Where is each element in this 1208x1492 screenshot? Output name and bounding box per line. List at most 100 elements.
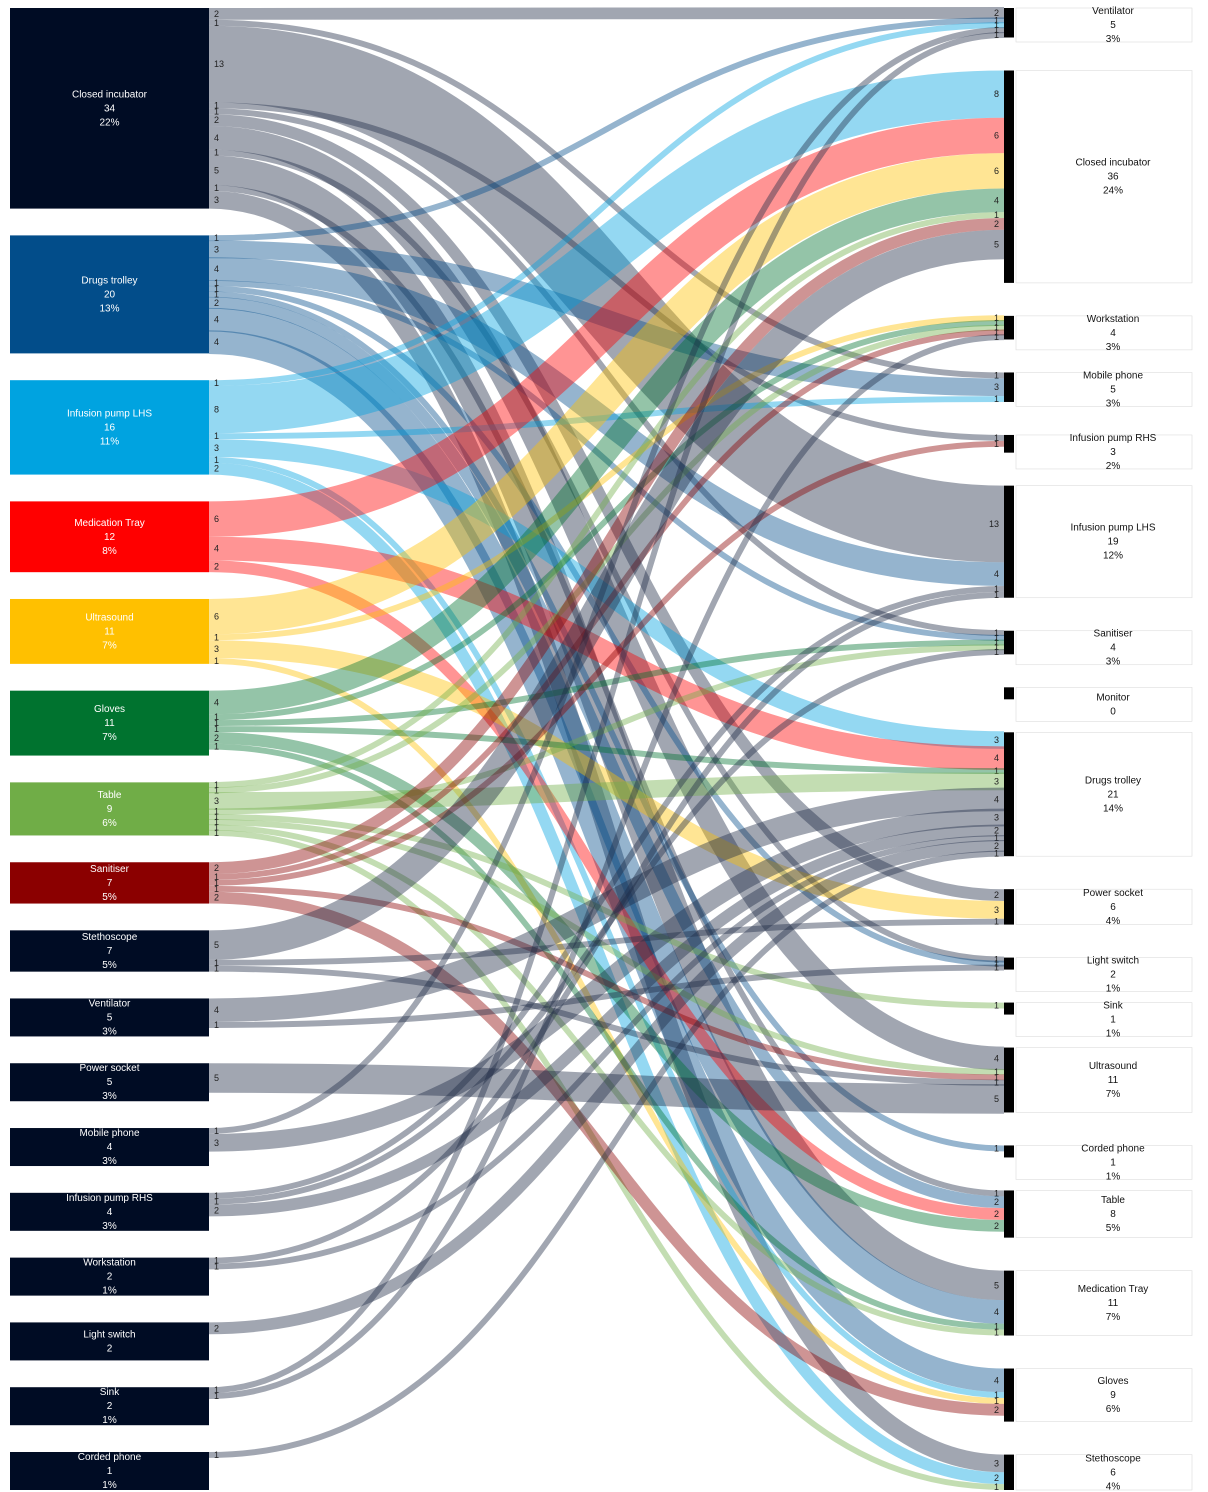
source-node-box [10,998,209,1037]
link-value-source-label: 3 [214,195,219,205]
link-value-target-label: 4 [994,569,999,579]
target-node-percent: 3% [1106,342,1121,353]
source-node-name: Closed incubator [72,89,148,100]
flow-link [208,918,1005,966]
link-value-target-label: 1 [994,318,999,328]
link-value-target-label: 2 [994,1405,999,1415]
link-value-target-label: 3 [994,1458,999,1468]
source-node-count: 4 [107,1207,113,1218]
flow-link [208,731,1005,1232]
target-node-bar [1004,1270,1014,1336]
target-node-label-box [1015,888,1193,925]
source-node-count: 1 [107,1466,113,1477]
target-node-bar [1004,630,1014,655]
link-value-target-label: 2 [994,1197,999,1207]
flow-link [208,153,1005,635]
target-node-bar [1004,70,1014,283]
target-node-bar [1004,732,1014,857]
link-value-target-label: 1 [994,959,999,969]
link-value-target-label: 1 [994,963,999,973]
target-node-count: 19 [1107,537,1119,548]
link-value-target-label: 1 [994,638,999,648]
link-value-source-label: 13 [214,59,224,69]
target-node-bar [1004,687,1014,700]
target-node-label-box [1015,732,1193,857]
source-node: Power socket 5 3% [10,1063,209,1102]
target-node-bar [1004,372,1014,402]
source-node-name: Workstation [83,1258,136,1269]
source-node-box [10,1322,209,1361]
source-node-name: Stethoscope [82,932,138,943]
source-node-count: 9 [107,804,113,815]
target-node: Drugs trolley 21 14% [1004,732,1193,857]
link-value-source-label: 1 [214,884,219,894]
target-node-percent: 14% [1103,803,1123,814]
link-value-source-label: 1 [214,1020,219,1030]
link-value-source-label: 1 [214,278,219,288]
link-value-source-label: 4 [214,264,219,274]
link-value-target-label: 1 [994,1328,999,1338]
target-node: Corded phone 1 1% [1004,1143,1193,1182]
link-value-source-label: 1 [214,785,219,795]
link-value-source-label: 2 [214,733,219,743]
link-value-target-label: 1 [994,1078,999,1088]
flow-link [208,439,1005,749]
flow-link [208,185,1005,1197]
target-node-name: Sink [1103,1001,1123,1012]
link-value-source-label: 1 [214,964,219,974]
link-value-target-label: 13 [989,519,999,529]
link-value-target-label: 1 [994,590,999,600]
source-node-percent: 7% [102,732,117,743]
target-node-name: Gloves [1097,1376,1128,1387]
link-value-source-label: 1 [214,724,219,734]
link-value-source-label: 2 [214,863,219,873]
source-node-percent: 7% [102,640,117,651]
source-node-percent: 1% [102,1415,117,1426]
link-value-source-label: 1 [214,828,219,838]
target-node-bar [1004,1454,1014,1490]
target-node-percent: 24% [1103,186,1123,197]
link-value-target-label: 1 [994,584,999,594]
source-node-percent: 1% [102,1286,117,1297]
link-value-source-label: 5 [214,1073,219,1083]
flow-link [208,17,1005,242]
link-value-source-label: 6 [214,514,219,524]
source-node-percent: 3% [102,1026,117,1037]
target-node-count: 4 [1110,643,1116,654]
flow-link [208,324,1005,794]
source-node-name: Infusion pump RHS [66,1193,153,1204]
source-node-box [10,1387,209,1426]
source-node: Sanitiser 7 5% [10,862,209,904]
target-node-name: Light switch [1087,956,1139,967]
link-value-source-label: 1 [214,289,219,299]
flow-link [208,640,1005,919]
link-value-target-label: 1 [994,633,999,643]
link-value-source-label: 1 [214,632,219,642]
flow-link [208,22,1005,387]
link-value-target-label: 6 [994,130,999,140]
source-node-box [10,598,209,664]
target-node-label-box [1015,485,1193,599]
link-value-source-label: 2 [214,115,219,125]
flow-link [208,188,1005,715]
target-node-name: Workstation [1087,314,1140,325]
link-value-target-label: 1 [994,394,999,404]
target-node-percent: 4% [1106,916,1121,927]
target-node-label-box [1015,1454,1193,1491]
link-value-source-label: 2 [214,893,219,903]
source-node-percent: 11% [100,436,119,447]
source-node-percent: 22% [99,117,119,128]
target-node-bar [1004,315,1014,340]
flow-link [208,155,1005,1301]
flow-link [208,850,1005,1458]
target-node: Medication Tray 11 7% [1004,1270,1193,1336]
link-value-source-label: 1 [214,872,219,882]
link-value-target-label: 1 [994,1322,999,1332]
link-value-target-label: 3 [994,382,999,392]
target-node-count: 6 [1110,1467,1116,1478]
target-node-percent: 3% [1106,657,1121,668]
flow-link [208,291,1005,1152]
source-node-box [10,690,209,756]
